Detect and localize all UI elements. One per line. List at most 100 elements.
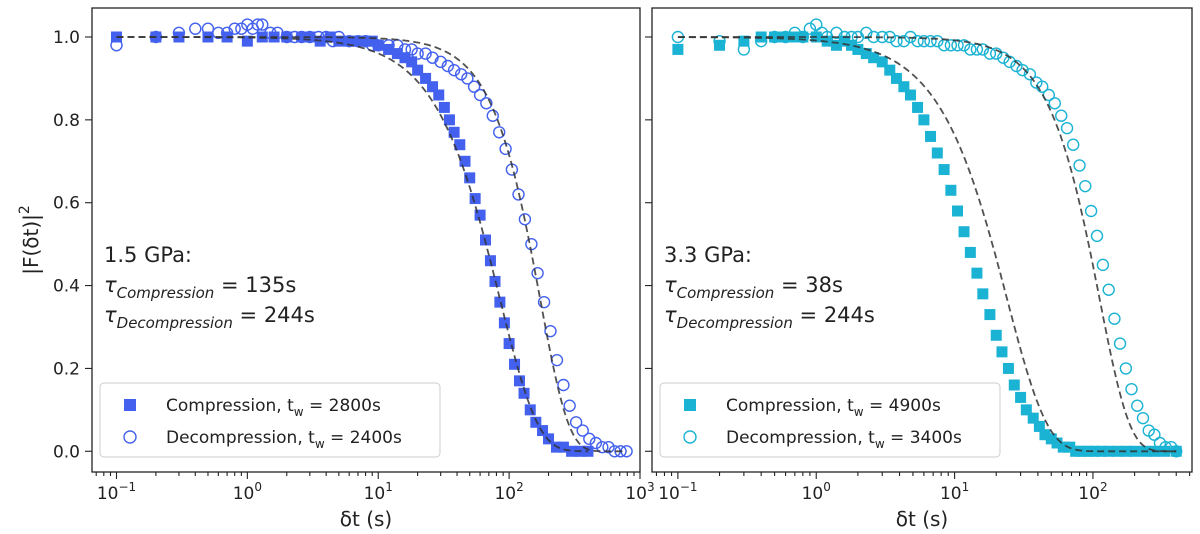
data-point-circle [569,416,583,429]
legend-value: = 2800s [304,396,381,416]
data-point-square [971,267,983,279]
data-point-circle [990,47,1003,60]
x-tick-base: 10 [494,484,516,504]
x-tick-exponent: 3 [647,480,655,494]
data-point-square [918,114,930,126]
data-point-square [1015,391,1027,403]
data-point-circle [1079,179,1092,193]
data-point-circle [1084,204,1098,218]
data-point-circle [525,237,538,251]
data-point-circle [838,30,851,44]
x-tick-base: 10 [97,484,119,504]
data-point-square [391,48,403,60]
data-point-square [738,35,750,47]
data-point-square [433,89,445,101]
y-tick-label: 1.0 [53,28,80,48]
data-point-circle [1023,68,1037,81]
data-point-square [672,43,684,55]
data-point-square [530,416,542,428]
annotation-tau-decompression: τDecompression = 244s [664,303,875,332]
x-tick-label: 101 [940,480,969,504]
data-point-circle [917,34,931,48]
data-point-square [352,35,364,47]
data-point-circle [228,22,241,35]
data-point-circle [614,445,627,458]
data-point-square [1170,445,1182,457]
y-axis-label-superscript: 2 [17,205,33,214]
data-point-square [846,39,858,51]
data-point-circle [189,22,202,35]
y-tick-label: 0.2 [53,359,80,379]
annotation-tau-compression: τCompression = 135s [104,273,296,302]
tau-subscript: Compression [677,284,775,302]
data-point-square [1088,445,1100,457]
y-axis-label: |F(δt)|2 [17,205,43,275]
tau-subscript: Decompression [677,314,793,332]
data-point-circle [1125,382,1138,396]
data-point-circle [897,34,911,48]
tau-symbol: τ [104,303,117,327]
data-point-square [898,81,910,93]
data-point-square [1033,420,1045,432]
tau-symbol: τ [664,303,677,327]
data-point-circle [1159,440,1172,454]
data-point-square [513,375,525,387]
legend-name: Decompression, t [166,428,315,448]
data-point-circle [312,30,325,44]
data-point-square [1070,445,1082,457]
tau-symbol: τ [664,273,677,297]
tau-value: = 135s [214,273,296,297]
series-2-markers [671,18,1183,458]
x-tick-base: 10 [364,484,386,504]
x-tick-exponent: −1 [118,480,136,494]
x-tick-base: 10 [802,484,824,504]
x-tick-label: 102 [494,480,523,504]
data-point-circle [434,55,447,69]
data-point-square [852,43,864,55]
legend-label-series-2: Decompression, tw = 3400s [726,428,962,451]
legend-marker-square [124,399,136,411]
legend-subscript: w [294,405,304,419]
data-point-square [984,309,996,321]
data-point-square [868,52,880,64]
data-point-square [582,445,594,457]
data-point-circle [576,424,589,437]
data-point-square [566,445,578,457]
x-tick-base: 10 [658,484,680,504]
data-point-square [890,72,902,84]
data-point-square [399,52,411,64]
data-point-circle [1090,229,1104,243]
legend-subscript: w [875,437,885,451]
data-point-square [474,209,486,221]
y-tick-label: 0.6 [53,194,80,214]
data-point-square [1027,412,1039,424]
data-point-circle [1131,399,1144,412]
x-tick-base: 10 [940,484,962,504]
data-point-circle [518,213,532,226]
data-point-square [464,172,476,184]
legend-name: Compression, t [166,396,294,416]
data-point-circle [1096,258,1110,272]
data-point-square [912,101,924,113]
data-point-circle [280,30,293,44]
legend-subscript: w [315,437,325,451]
data-point-circle [454,68,468,81]
x-tick-exponent: 0 [254,480,262,494]
data-point-square [241,35,253,47]
tau-symbol: τ [104,273,117,297]
data-point-circle [172,26,186,40]
data-point-circle [398,43,412,56]
data-point-square [459,155,471,167]
data-point-circle [931,34,944,48]
data-point-circle [957,39,971,52]
data-point-square [964,246,976,258]
data-point-square [938,164,950,176]
data-point-circle [531,266,544,280]
data-point-square [438,101,450,113]
data-point-circle [976,43,990,56]
data-point-square [366,35,378,47]
data-point-circle [796,30,810,44]
annotation-pressure: 1.5 GPa: [104,243,192,267]
data-point-circle [441,59,455,73]
